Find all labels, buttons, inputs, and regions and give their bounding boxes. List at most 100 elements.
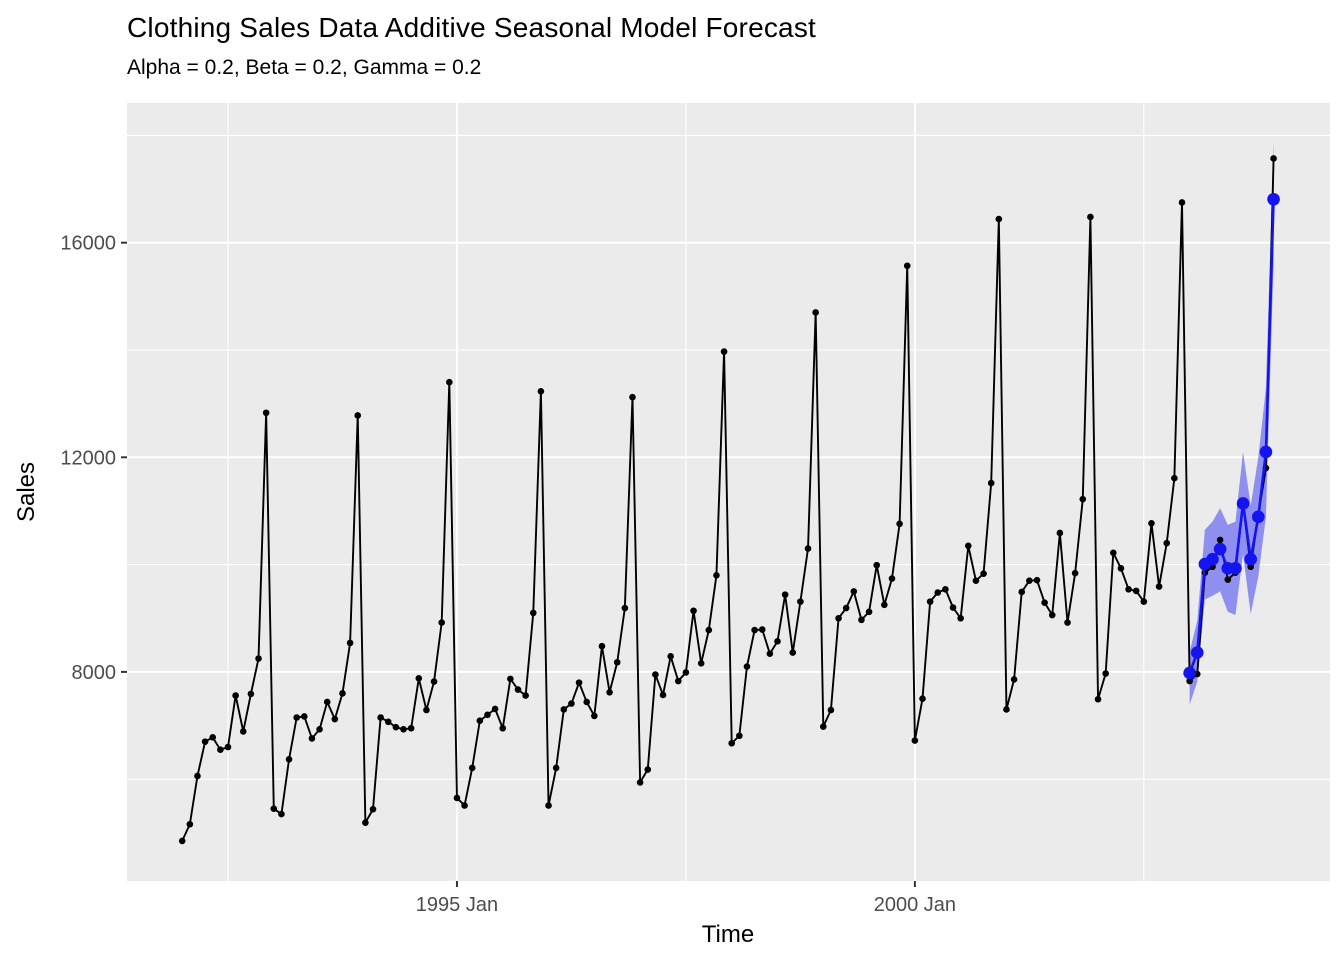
actual-point [781,591,789,598]
actual-point [331,715,339,723]
actual-point [209,734,217,741]
actual-point [507,675,514,683]
actual-point [842,604,850,612]
forecast-point [1252,510,1265,524]
actual-point [468,764,476,772]
actual-point [415,675,423,682]
actual-point [1216,536,1224,544]
actual-point [1056,529,1064,537]
actual-point [377,714,384,721]
actual-point [262,409,270,417]
actual-point [1163,539,1171,547]
actual-point [1186,677,1193,685]
actual-point [881,601,888,609]
actual-point [720,348,728,355]
plot-title: Clothing Sales Data Additive Seasonal Mo… [127,12,817,43]
actual-point [392,723,400,731]
actual-point [476,717,484,725]
y-tick-label: 12000 [60,447,116,469]
actual-point [575,679,583,686]
gridlines [127,103,1330,881]
actual-point [690,607,697,615]
actual-point [1094,695,1102,703]
actual-point [285,756,293,763]
actual-point [232,692,239,699]
actual-point [239,728,247,735]
actual-point [552,764,560,772]
actual-point [1071,569,1079,577]
actual-point [1087,213,1094,221]
actual-point [888,575,896,582]
actual-point [804,545,812,552]
x-tick-label: 2000 Jan [874,894,956,916]
actual-point [743,663,751,670]
actual-point [949,604,957,611]
forecast-point [1267,192,1280,206]
actual-point [850,588,858,595]
forecast-point [1183,666,1196,680]
actual-point [652,671,659,678]
actual-point [636,779,644,786]
actual-point [461,802,468,809]
actual-point [728,739,736,747]
actual-point [1026,577,1033,584]
actual-point [224,743,232,751]
y-tick-label: 16000 [60,233,116,255]
x-axis-title: Time [701,921,755,948]
forecast-point [1259,445,1273,459]
actual-point [1041,599,1048,606]
actual-point [568,700,575,707]
actual-point [774,638,781,645]
actual-point [903,262,911,270]
forecast-point [1190,646,1204,659]
actual-point [1079,495,1087,503]
actual-point [812,309,819,316]
actual-point [736,732,743,740]
plot-subtitle: Alpha = 0.2, Beta = 0.2, Gamma = 0.2 [127,56,482,79]
actual-point [247,690,255,698]
forecast-point [1206,552,1219,566]
actual-point [194,772,201,780]
actual-point [942,585,949,593]
actual-point [797,598,804,605]
actual-point [1155,583,1163,590]
actual-point [323,698,331,706]
actual-point [186,820,194,828]
actual-point [606,688,613,696]
actual-point [598,642,606,650]
actual-point [545,802,552,809]
actual-point [858,616,865,624]
actual-point [919,695,926,703]
actual-point [1140,598,1148,605]
actual-point [446,378,453,386]
actual-point [400,726,407,733]
actual-point [873,561,881,569]
x-tick-label: 1995 Jan [416,894,498,916]
actual-point [308,735,316,742]
actual-point [682,669,690,676]
actual-point [911,737,919,744]
actual-point [1064,619,1071,626]
plot-panel [127,103,1330,881]
actual-point [339,690,346,697]
actual-point [430,678,438,685]
actual-point [178,837,186,845]
actual-point [438,619,445,626]
actual-point [995,215,1003,223]
actual-point [537,388,545,395]
actual-point [316,726,323,733]
actual-point [560,706,568,713]
actual-point [865,608,873,616]
actual-point [1048,611,1056,619]
actual-point [369,805,377,813]
actual-point [362,819,369,826]
actual-point [629,393,636,401]
actual-point [301,713,308,720]
forecast-point [1213,542,1227,556]
y-axis-title: Sales [13,461,40,523]
actual-point [278,810,285,818]
actual-point [758,626,766,633]
actual-point [766,650,774,657]
actual-point [896,520,903,528]
